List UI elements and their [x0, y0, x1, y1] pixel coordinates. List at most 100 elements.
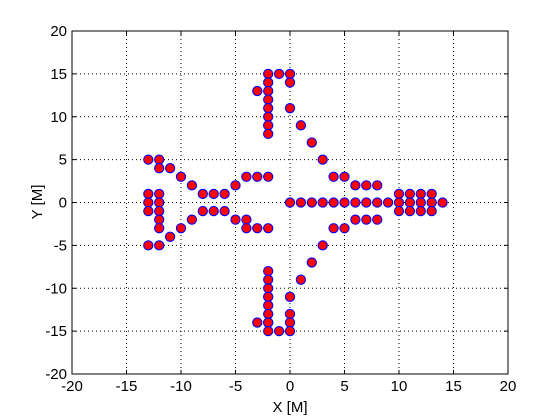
data-points [143, 68, 448, 337]
data-point [393, 205, 405, 217]
data-point [339, 223, 350, 234]
data-point [404, 188, 416, 200]
data-point [263, 128, 274, 140]
x-tick-label: 15 [445, 378, 462, 395]
data-point [361, 214, 372, 225]
data-point [175, 171, 187, 182]
data-point [284, 317, 296, 328]
data-point [252, 85, 263, 97]
y-tick-label: -10 [45, 280, 67, 297]
x-axis-label: X [M] [272, 399, 307, 416]
y-tick-label: 0 [59, 195, 67, 212]
data-point [350, 180, 361, 191]
data-point [154, 188, 165, 200]
data-point [350, 214, 361, 225]
data-point [241, 214, 252, 225]
data-point [415, 197, 426, 208]
data-point [317, 240, 328, 251]
data-point [263, 291, 274, 302]
y-tick-labels: -20 -15 -10 -5 0 5 10 15 20 [45, 23, 67, 383]
data-point [230, 180, 241, 191]
data-point [306, 197, 317, 208]
data-point [317, 154, 328, 165]
y-tick-label: 20 [50, 23, 67, 40]
data-point [263, 111, 274, 122]
data-point [328, 223, 339, 234]
data-point [372, 214, 383, 225]
data-point [143, 197, 154, 208]
data-point [339, 171, 350, 182]
data-point [154, 154, 165, 165]
data-point [393, 197, 405, 208]
data-point [328, 197, 339, 208]
data-point [263, 300, 274, 311]
data-point [219, 205, 230, 217]
data-point [404, 205, 416, 217]
data-point [426, 188, 437, 200]
data-point [306, 137, 317, 148]
data-point [263, 120, 274, 131]
y-tick-label: 5 [59, 152, 67, 169]
data-point [154, 163, 165, 174]
data-point [252, 171, 263, 182]
data-point [393, 188, 405, 200]
y-tick-label: 15 [50, 66, 67, 83]
data-point [208, 205, 219, 217]
x-tick-label: -20 [61, 378, 83, 395]
data-point [306, 257, 317, 268]
data-point [284, 77, 296, 88]
data-point [263, 77, 274, 88]
data-point [263, 265, 274, 277]
data-point [154, 205, 165, 217]
data-point [186, 214, 198, 225]
x-tick-label: 10 [391, 378, 408, 395]
x-tick-labels: -20 -15 -10 -5 0 5 10 15 20 [61, 378, 516, 395]
data-point [241, 171, 252, 182]
data-point [230, 214, 241, 225]
data-point [339, 197, 350, 208]
data-point [273, 68, 285, 80]
data-point [263, 283, 274, 294]
data-point [437, 197, 448, 208]
data-point [154, 240, 165, 251]
data-point [295, 274, 307, 285]
data-point [197, 205, 208, 217]
data-point [295, 197, 307, 208]
data-point [415, 205, 426, 217]
data-point [284, 291, 296, 302]
data-point [143, 154, 154, 165]
data-point [263, 274, 274, 285]
x-tick-label: -5 [229, 378, 242, 395]
data-point [263, 94, 274, 105]
data-point [143, 188, 154, 200]
y-tick-label: -15 [45, 323, 67, 340]
data-point [154, 214, 165, 225]
y-tick-label: -20 [45, 366, 67, 383]
y-axis-label: Y [M] [29, 185, 46, 220]
data-point [143, 240, 154, 251]
data-point [361, 197, 372, 208]
data-point [263, 223, 274, 234]
data-point [361, 180, 372, 191]
x-tick-label: 20 [500, 378, 517, 395]
data-point [404, 197, 416, 208]
data-point [154, 197, 165, 208]
data-point [284, 197, 296, 208]
data-point [175, 223, 187, 234]
data-point [372, 180, 383, 191]
data-point [263, 171, 274, 182]
data-point [350, 197, 361, 208]
data-point [164, 231, 176, 242]
x-tick-label: -15 [116, 378, 138, 395]
data-point [426, 197, 437, 208]
tick-marks [71, 30, 509, 375]
data-point [372, 197, 383, 208]
data-point [263, 317, 274, 328]
data-point [241, 223, 252, 234]
data-point [186, 180, 198, 191]
y-tick-label: 10 [50, 109, 67, 126]
x-tick-label: 5 [340, 378, 348, 395]
data-point [263, 308, 274, 320]
data-point [426, 205, 437, 217]
